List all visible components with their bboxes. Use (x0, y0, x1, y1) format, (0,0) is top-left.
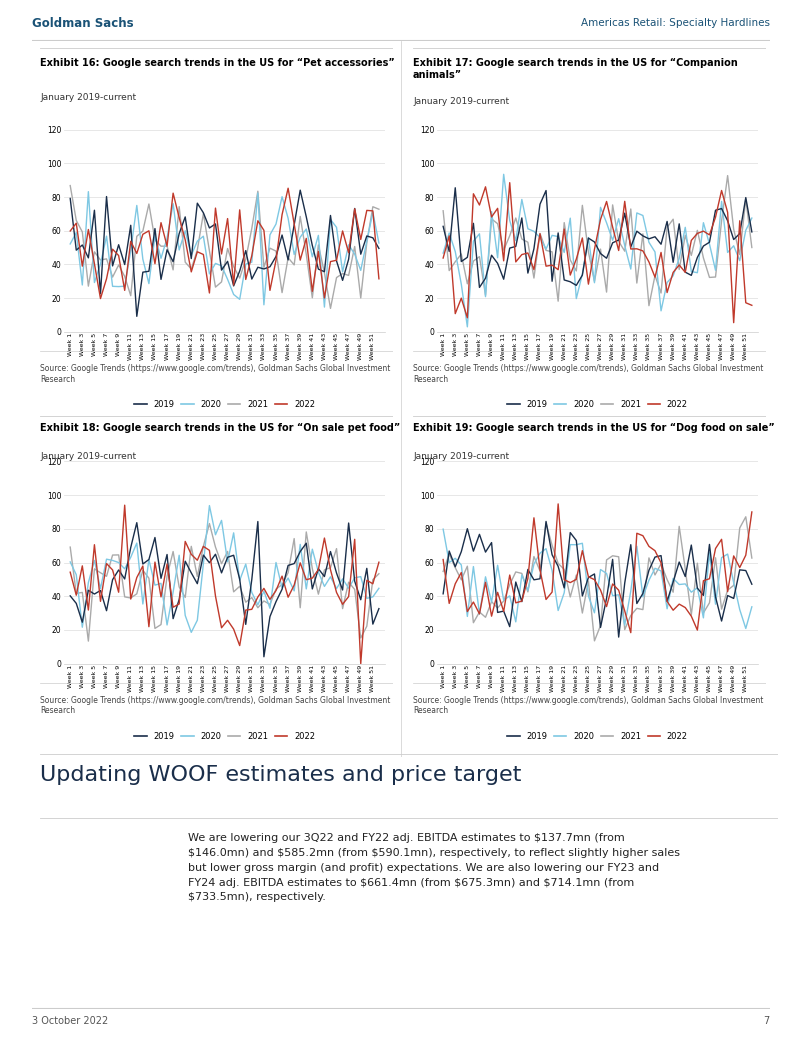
Text: Source: Google Trends (https://www.google.com/trends), Goldman Sachs Global Inve: Source: Google Trends (https://www.googl… (40, 364, 391, 384)
Text: Americas Retail: Specialty Hardlines: Americas Retail: Specialty Hardlines (581, 19, 770, 28)
Text: January 2019-current: January 2019-current (40, 452, 136, 461)
Legend: 2019, 2020, 2021, 2022: 2019, 2020, 2021, 2022 (131, 729, 318, 745)
Text: Exhibit 16: Google search trends in the US for “Pet accessories”: Exhibit 16: Google search trends in the … (40, 58, 395, 68)
Text: 7: 7 (764, 1016, 770, 1027)
Text: Source: Google Trends (https://www.google.com/trends), Goldman Sachs Global Inve: Source: Google Trends (https://www.googl… (413, 696, 764, 716)
Text: Source: Google Trends (https://www.google.com/trends), Goldman Sachs Global Inve: Source: Google Trends (https://www.googl… (40, 696, 391, 716)
Text: January 2019-current: January 2019-current (40, 93, 136, 103)
Text: Exhibit 17: Google search trends in the US for “Companion
animals”: Exhibit 17: Google search trends in the … (413, 58, 738, 80)
Legend: 2019, 2020, 2021, 2022: 2019, 2020, 2021, 2022 (504, 397, 691, 413)
Text: January 2019-current: January 2019-current (413, 452, 509, 461)
Legend: 2019, 2020, 2021, 2022: 2019, 2020, 2021, 2022 (131, 397, 318, 413)
Text: Goldman Sachs: Goldman Sachs (32, 17, 134, 30)
Text: 3 October 2022: 3 October 2022 (32, 1016, 108, 1027)
Text: Source: Google Trends (https://www.google.com/trends), Goldman Sachs Global Inve: Source: Google Trends (https://www.googl… (413, 364, 764, 384)
Text: Updating WOOF estimates and price target: Updating WOOF estimates and price target (40, 764, 521, 785)
Text: We are lowering our 3Q22 and FY22 adj. EBITDA estimates to $137.7mn (from
$146.0: We are lowering our 3Q22 and FY22 adj. E… (188, 833, 679, 902)
Legend: 2019, 2020, 2021, 2022: 2019, 2020, 2021, 2022 (504, 729, 691, 745)
Text: Exhibit 19: Google search trends in the US for “Dog food on sale”: Exhibit 19: Google search trends in the … (413, 423, 775, 433)
Text: Exhibit 18: Google search trends in the US for “On sale pet food”: Exhibit 18: Google search trends in the … (40, 423, 400, 433)
Text: January 2019-current: January 2019-current (413, 97, 509, 106)
